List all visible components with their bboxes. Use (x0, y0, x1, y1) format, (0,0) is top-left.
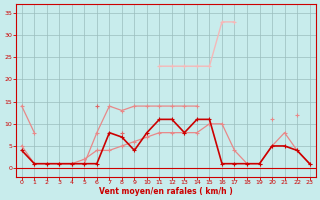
X-axis label: Vent moyen/en rafales ( km/h ): Vent moyen/en rafales ( km/h ) (99, 187, 233, 196)
